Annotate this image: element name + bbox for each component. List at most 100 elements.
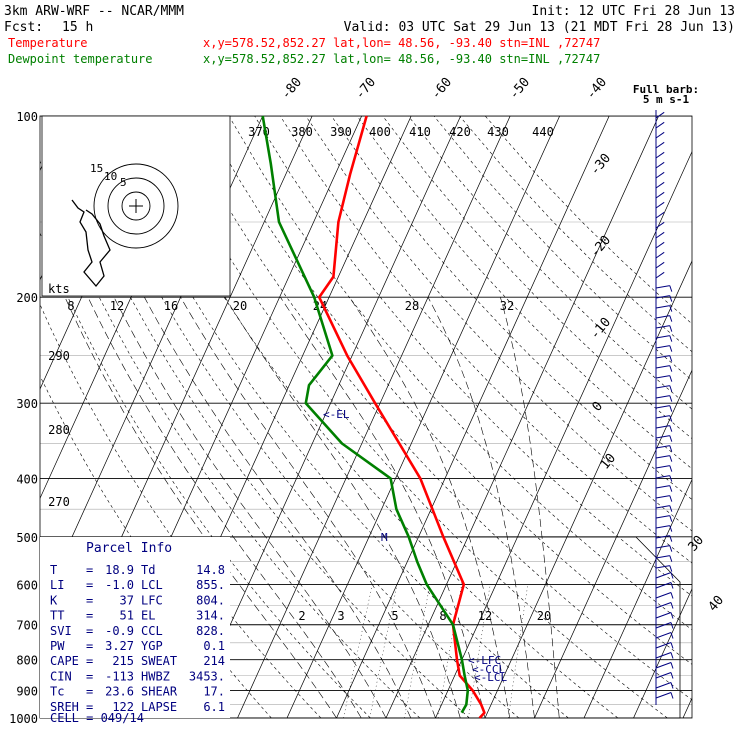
- wind-barb: [655, 535, 670, 539]
- parcel-cell-value: CELL = 049/14: [50, 711, 144, 725]
- moist-adiabat-line: [349, 297, 511, 718]
- mixing-ratio-label: 20: [537, 609, 551, 623]
- moist-adiabat-line: [113, 297, 387, 718]
- theta-label: 280: [48, 423, 70, 437]
- wind-barb-flag: [669, 395, 673, 402]
- wind-barb: [655, 662, 672, 669]
- mixing-ratio-line: [404, 584, 431, 718]
- parcel-param-value: 14.8: [196, 563, 225, 577]
- parcel-equals: =: [86, 578, 93, 592]
- parcel-param-label: Td: [141, 563, 155, 577]
- wind-barb: [655, 111, 665, 119]
- lcl-marker: <-LCL: [474, 671, 507, 684]
- parcel-param-label: HWBZ: [141, 669, 170, 683]
- wind-barb: [655, 455, 670, 459]
- temperature-tick-label: -60: [429, 75, 456, 103]
- isotherm-line: [633, 587, 692, 718]
- wind-barb: [655, 151, 665, 159]
- pressure-tick-label: 500: [16, 531, 38, 545]
- wind-barb: [655, 335, 670, 339]
- barb-legend-unit: 5 m s-1: [643, 93, 690, 106]
- parcel-param-label: CCL: [141, 624, 163, 638]
- parcel-param-label: CAPE: [50, 654, 79, 668]
- parcel-equals: =: [86, 700, 93, 714]
- theta-label: 410: [409, 125, 431, 139]
- parcel-param-label: SREH: [50, 700, 79, 714]
- theta-label: 270: [48, 495, 70, 509]
- isotherm-line: [583, 478, 692, 718]
- wind-barb: [655, 572, 672, 579]
- parcel-param-value: 51: [120, 609, 134, 623]
- wind-barb-flag: [669, 345, 673, 352]
- parcel-param-value: 855.: [196, 578, 225, 592]
- moist-adiabat-line: [64, 297, 337, 718]
- wind-barb: [655, 315, 670, 319]
- wind-barb: [655, 445, 670, 449]
- parcel-equals: =: [86, 669, 93, 683]
- wind-barb-flag: [669, 455, 673, 462]
- m-marker: M: [381, 531, 388, 544]
- wind-barb: [655, 171, 665, 179]
- wind-barb-flag: [669, 525, 673, 532]
- parcel-param-value: 3453.: [189, 669, 225, 683]
- parcel-param-value: 122: [112, 700, 134, 714]
- dry-adiabat-line: [49, 116, 470, 718]
- parcel-param-value: -113: [105, 669, 134, 683]
- parcel-param-label: EL: [141, 609, 155, 623]
- wind-barb: [655, 682, 672, 689]
- wind-barb: [655, 405, 670, 409]
- parcel-panel-background: [40, 537, 230, 718]
- hodo-speed-label: 28: [405, 299, 419, 313]
- pressure-tick-label: 200: [16, 291, 38, 305]
- wind-barb-flag: [669, 305, 673, 312]
- wind-barb: [655, 505, 670, 509]
- wind-barb: [655, 355, 670, 359]
- wind-barb-flag: [669, 425, 673, 432]
- wind-barb: [655, 612, 672, 619]
- wind-barb: [655, 295, 670, 299]
- parcel-param-value: 828.: [196, 624, 225, 638]
- wind-barb: [655, 385, 670, 389]
- hodograph-ring: [93, 163, 179, 249]
- hodograph-trace: [71, 199, 111, 288]
- parcel-param-label: LI: [50, 578, 64, 592]
- parcel-param-label: LAPSE: [141, 700, 177, 714]
- hodograph-ring: [121, 191, 151, 221]
- wind-barb: [655, 465, 670, 469]
- temperature-tick-label: -80: [279, 75, 306, 103]
- dry-adiabat-line: [74, 116, 520, 718]
- wind-barb-flag: [669, 465, 673, 472]
- wind-barb: [655, 415, 670, 419]
- wind-barb-flag: [670, 592, 674, 599]
- dry-adiabat-line: [126, 116, 619, 718]
- lfc-marker: <-LFC: [468, 654, 501, 667]
- mixing-ratio-line: [369, 584, 398, 718]
- hodograph-ring-label: 10: [104, 170, 117, 183]
- pressure-tick-label: 800: [16, 654, 38, 668]
- wind-barb: [655, 121, 665, 129]
- wind-barb: [655, 525, 670, 529]
- wind-barb: [655, 555, 670, 559]
- wind-barb: [655, 435, 670, 439]
- wind-barbs: Full barb: 5 m s-1: [633, 83, 699, 705]
- wind-barb-flag: [669, 295, 673, 302]
- dry-adiabat-line: [331, 116, 692, 500]
- parcel-param-value: 214: [203, 654, 225, 668]
- isotherm-line: [385, 116, 659, 718]
- wind-barb-flag: [670, 602, 674, 609]
- wind-barb-flag: [670, 692, 674, 699]
- wind-barb: [655, 565, 670, 569]
- wind-barb: [655, 515, 670, 519]
- temperature-tick-label: -50: [507, 75, 534, 103]
- dewpoint-location: x,y=578.52,852.27 lat,lon= 48.56, -93.40…: [203, 52, 600, 66]
- wind-barb-flag: [669, 355, 673, 362]
- hodograph-ring-label: 5: [120, 176, 127, 189]
- wind-barb: [655, 231, 665, 239]
- hodo-speed-label: 32: [500, 299, 514, 313]
- dry-adiabat-line: [177, 116, 692, 701]
- parcel-param-value: 18.9: [105, 563, 134, 577]
- hodo-speed-label: 16: [164, 299, 178, 313]
- parcel-param-label: CIN: [50, 669, 72, 683]
- temperature-tick-label: 10: [598, 451, 620, 473]
